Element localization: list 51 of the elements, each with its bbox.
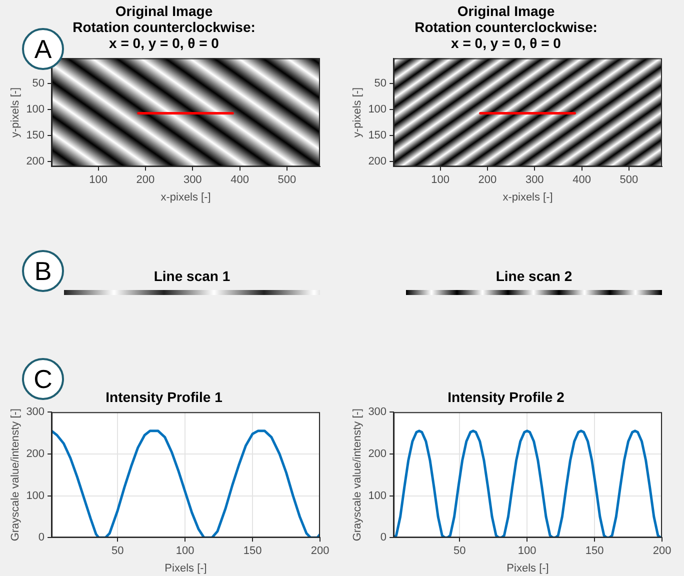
x-tick-label: 100	[89, 174, 108, 186]
text: Line scan 1	[152, 268, 232, 284]
x-tick-label: 200	[652, 545, 672, 558]
x-tick-label: 500	[620, 174, 638, 186]
x-tick-label: 100	[176, 545, 194, 558]
x-tick-label: 150	[585, 545, 604, 558]
y-tick-label: 200	[26, 155, 45, 168]
y-tick-label: 100	[368, 490, 387, 502]
x-axis-title: Pixels [-]	[506, 562, 549, 574]
y-tick-label: 150	[368, 130, 387, 142]
x-tick-label: 300	[183, 174, 202, 186]
x-tick-label: 50	[454, 545, 466, 558]
y-tick-label: 0	[38, 532, 45, 544]
y-tick-label: 100	[26, 490, 45, 502]
x-tick-label: 400	[230, 174, 249, 186]
y-tick-label: 200	[26, 448, 45, 460]
y-tick-label: 100	[26, 104, 45, 116]
x-axis-title: x-pixels [-]	[502, 191, 553, 204]
chart-title: Original Image Rotation counterclockwise: x = 0, y = 0, θ = 0	[72, 2, 256, 52]
y-tick-label: 50	[32, 78, 45, 90]
x-tick-label: 100	[518, 545, 536, 558]
x-axis-title: x-pixels [-]	[160, 191, 211, 204]
y-tick-label: 300	[26, 406, 45, 418]
x-tick-label: 200	[136, 174, 155, 186]
y-tick-label: 300	[368, 406, 387, 418]
text: B	[22, 250, 64, 292]
text: A	[22, 28, 64, 70]
y-tick-label: 200	[368, 155, 387, 168]
x-tick-label: 200	[310, 545, 330, 558]
x-tick-label: 300	[525, 174, 544, 186]
y-tick-label: 150	[26, 130, 45, 142]
text: C	[22, 358, 64, 400]
x-tick-label: 400	[572, 174, 591, 186]
y-axis-title: y-pixels [-]	[352, 87, 364, 138]
y-tick-label: 50	[374, 78, 387, 90]
y-tick-label: 200	[368, 448, 387, 460]
chart-title: Original Image Rotation counterclockwise: x = 0, y = 0, θ = 0	[414, 2, 598, 52]
x-tick-label: 150	[243, 545, 262, 558]
x-tick-label: 200	[478, 174, 497, 186]
x-tick-label: 100	[431, 174, 450, 186]
y-tick-label: 100	[368, 104, 387, 116]
x-tick-label: 50	[112, 545, 124, 558]
x-tick-label: 500	[278, 174, 296, 186]
y-tick-label: 0	[380, 532, 387, 544]
chart-title: Intensity Profile 2	[448, 388, 565, 405]
chart-title: Intensity Profile 1	[106, 388, 223, 405]
text: Line scan 2	[494, 268, 574, 284]
y-axis-title: y-pixels [-]	[10, 87, 22, 138]
y-axis-title: Grayscale value/intensty [-]	[10, 408, 22, 542]
x-axis-title: Pixels [-]	[164, 562, 207, 574]
y-axis-title: Grayscale value/intensty [-]	[352, 408, 364, 542]
